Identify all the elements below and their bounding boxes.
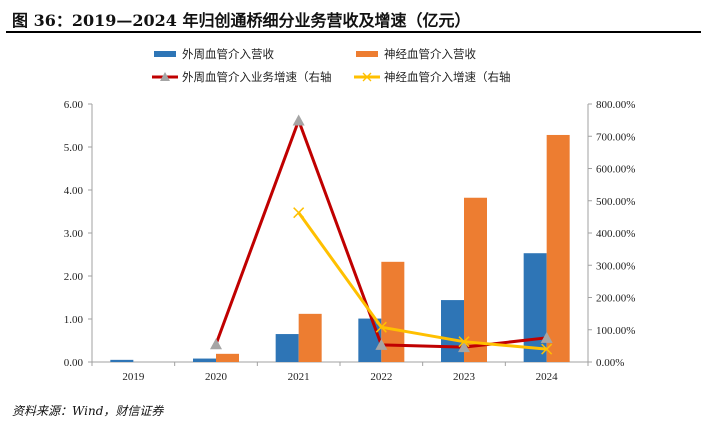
legend-label: 外周血管介入营收 bbox=[182, 47, 274, 61]
source-note: 资料来源：Wind，财信证券 bbox=[12, 404, 164, 418]
right-tick-label: 0.00% bbox=[596, 357, 624, 369]
title-divider bbox=[6, 31, 701, 33]
legend-label: 外周血管介入业务增速（右轴 bbox=[182, 70, 332, 84]
left-tick-label: 1.00 bbox=[64, 314, 84, 326]
bar-neuro-2021 bbox=[298, 313, 322, 362]
triangle-marker bbox=[375, 338, 388, 350]
legend-swatch bbox=[154, 51, 176, 57]
bar-peripheral-2021 bbox=[275, 334, 299, 362]
x-tick-label: 2019 bbox=[122, 371, 145, 383]
x-marker bbox=[458, 336, 470, 348]
right-tick-label: 800.00% bbox=[596, 99, 635, 111]
bar-neuro-2024 bbox=[546, 134, 570, 362]
left-tick-label: 6.00 bbox=[64, 99, 84, 111]
legend-x-marker bbox=[362, 72, 372, 82]
left-tick-label: 2.00 bbox=[64, 271, 84, 283]
right-tick-label: 700.00% bbox=[596, 131, 635, 143]
right-tick-label: 400.00% bbox=[596, 228, 635, 240]
left-tick-label: 4.00 bbox=[64, 185, 84, 197]
right-tick-label: 200.00% bbox=[596, 293, 635, 305]
triangle-marker bbox=[292, 114, 305, 126]
right-tick-label: 500.00% bbox=[596, 196, 635, 208]
bar-peripheral-2023 bbox=[441, 300, 464, 362]
right-tick-label: 600.00% bbox=[596, 164, 635, 176]
x-tick-label: 2021 bbox=[288, 371, 310, 383]
x-tick-label: 2023 bbox=[453, 371, 476, 383]
triangle-marker bbox=[210, 338, 222, 350]
triangle-marker bbox=[458, 341, 470, 353]
x-marker bbox=[293, 207, 305, 219]
line-series-neuro-growth bbox=[297, 211, 547, 351]
bar-peripheral-2024 bbox=[523, 253, 547, 362]
legend-swatch bbox=[356, 51, 378, 57]
legend-label: 神经血管介入增速（右轴 bbox=[384, 70, 511, 84]
x-marker bbox=[375, 321, 387, 333]
x-marker bbox=[541, 343, 553, 355]
bar-peripheral-2020 bbox=[193, 358, 216, 362]
bar-peripheral-2019 bbox=[110, 359, 134, 362]
left-tick-label: 5.00 bbox=[64, 142, 84, 154]
x-tick-label: 2020 bbox=[205, 371, 228, 383]
legend-triangle-marker bbox=[160, 72, 170, 81]
bar-neuro-2020 bbox=[216, 353, 239, 362]
bar-neuro-2023 bbox=[464, 197, 487, 362]
right-tick-label: 100.00% bbox=[596, 325, 635, 337]
legend-label: 神经血管介入营收 bbox=[384, 47, 476, 61]
left-tick-label: 3.00 bbox=[64, 228, 84, 240]
right-tick-label: 300.00% bbox=[596, 260, 635, 272]
bar-neuro-2022 bbox=[381, 261, 405, 362]
x-tick-label: 2024 bbox=[536, 371, 559, 383]
triangle-marker bbox=[540, 331, 553, 343]
chart: 0.00 1.00 2.00 3.00 4.00 5.00 6.00 0.00% 100.00%… bbox=[64, 47, 636, 383]
x-tick-label: 2022 bbox=[370, 371, 392, 383]
bar-peripheral-2022 bbox=[358, 318, 382, 362]
left-tick-label: 0.00 bbox=[64, 357, 84, 369]
chart-title: 图 36：2019—2024 年归创通桥细分业务营收及增速（亿元） bbox=[12, 11, 471, 30]
